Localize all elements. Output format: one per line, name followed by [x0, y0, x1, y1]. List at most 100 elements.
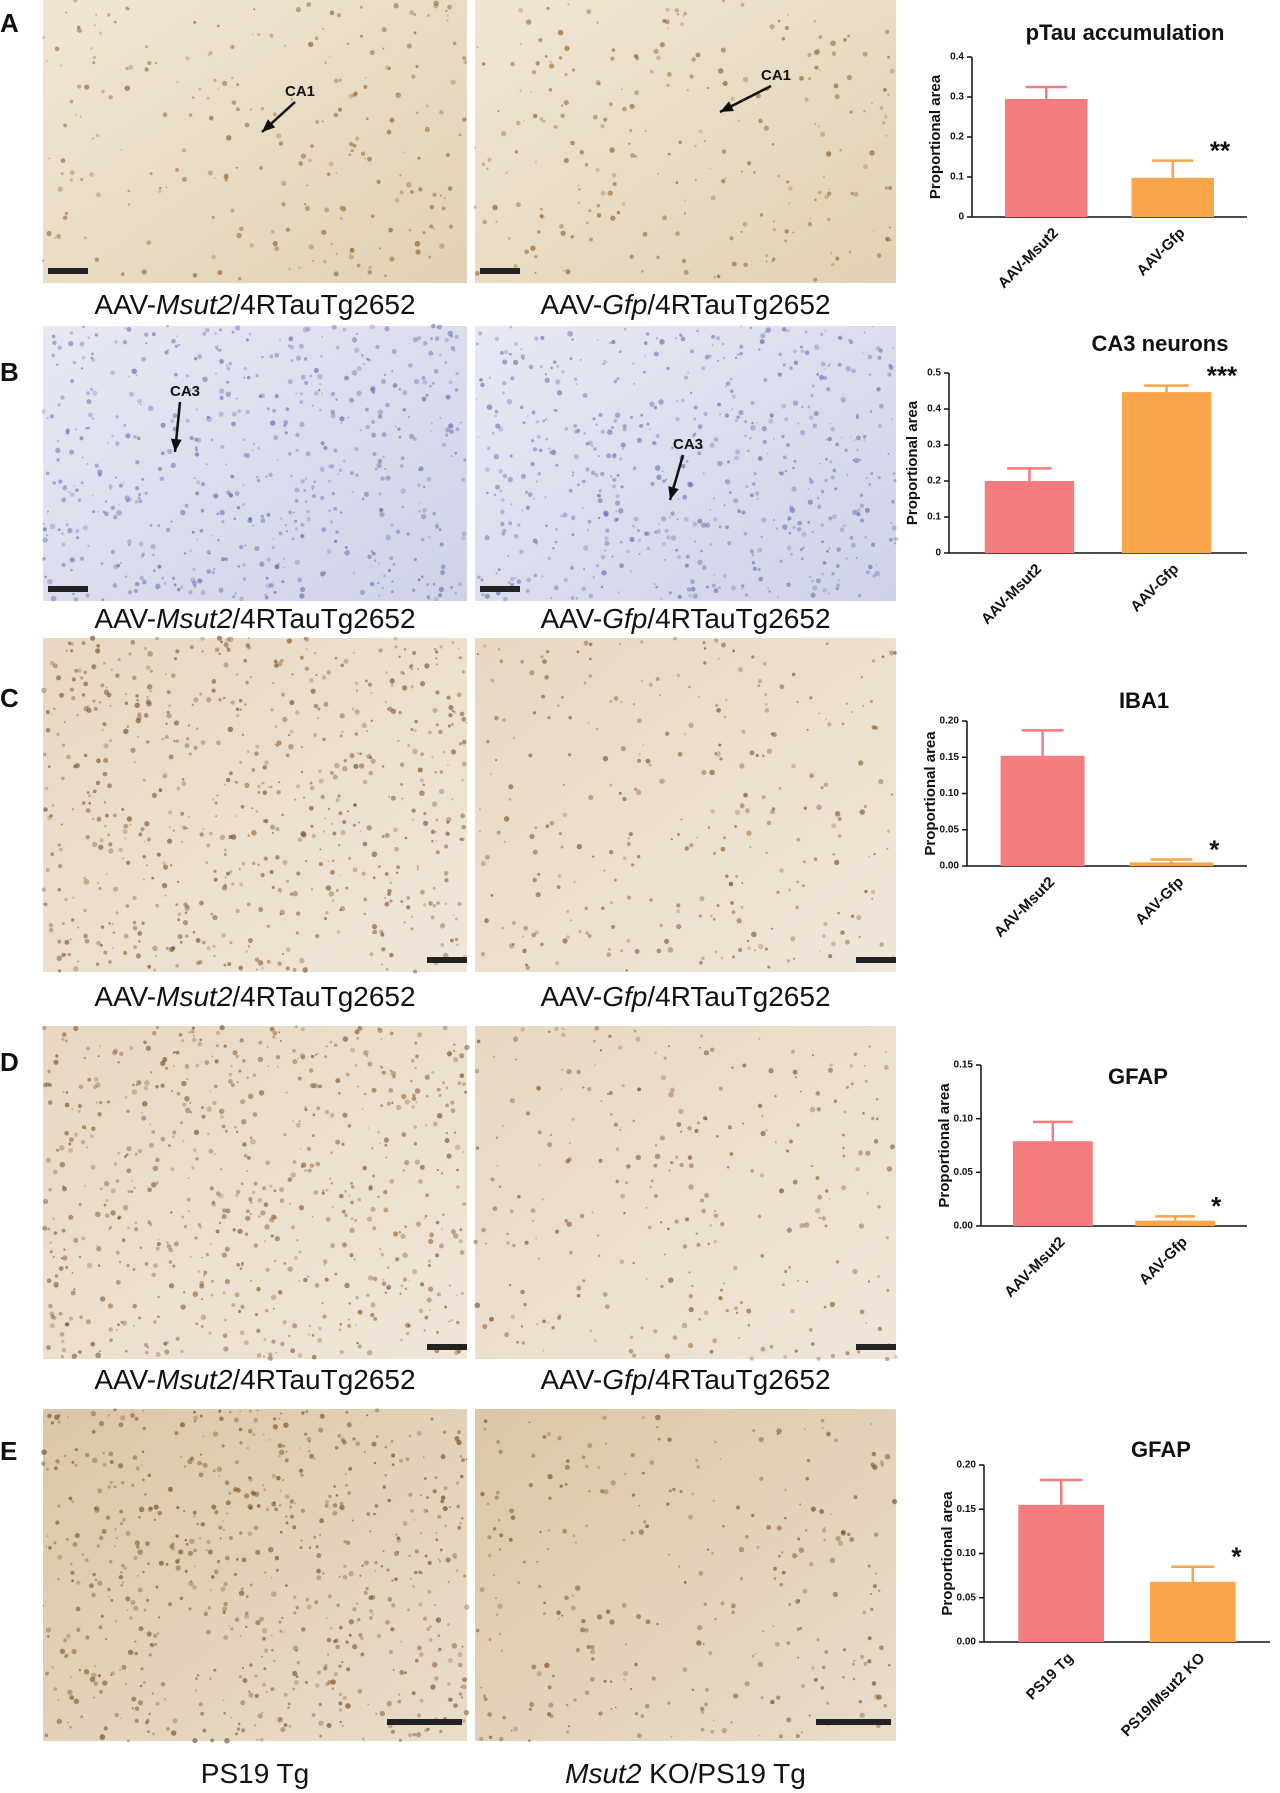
texture: [238, 868, 241, 871]
texture: [448, 1284, 451, 1287]
texture: [371, 432, 377, 438]
texture: [103, 1180, 110, 1187]
texture: [707, 826, 711, 829]
y-tick-label: 0.15: [954, 1060, 974, 1071]
texture: [137, 1587, 143, 1593]
texture: [215, 1191, 221, 1196]
texture: [57, 186, 64, 192]
texture: [388, 795, 391, 798]
texture: [663, 558, 666, 561]
texture: [668, 1277, 674, 1283]
texture: [730, 96, 735, 101]
texture: [858, 1150, 863, 1156]
texture: [435, 1538, 439, 1542]
texture: [546, 1712, 552, 1717]
texture: [668, 1169, 671, 1172]
texture: [361, 871, 366, 876]
texture: [328, 161, 334, 167]
texture: [424, 663, 430, 669]
texture: [48, 922, 54, 928]
texture: [253, 1243, 258, 1248]
texture: [884, 1050, 887, 1053]
texture: [288, 267, 292, 271]
texture: [230, 1082, 235, 1088]
texture: [98, 1689, 104, 1694]
texture: [178, 1549, 184, 1555]
texture: [667, 1227, 670, 1231]
texture: [634, 154, 638, 158]
texture: [811, 1054, 814, 1057]
texture: [118, 483, 123, 488]
texture: [339, 734, 343, 738]
texture: [799, 547, 804, 552]
texture: [412, 650, 417, 656]
texture: [401, 685, 408, 691]
texture: [325, 1188, 329, 1192]
texture: [443, 1486, 448, 1491]
texture: [837, 911, 840, 915]
texture: [293, 511, 295, 514]
texture: [93, 706, 98, 711]
texture: [218, 1108, 225, 1115]
texture: [499, 1633, 502, 1635]
texture: [51, 334, 56, 339]
texture: [188, 1031, 191, 1034]
texture: [224, 876, 227, 879]
texture: [483, 1427, 487, 1431]
texture: [487, 1535, 492, 1540]
texture: [313, 733, 317, 737]
texture: [629, 536, 635, 543]
texture: [257, 960, 264, 966]
texture: [720, 1601, 725, 1606]
texture: [132, 675, 137, 681]
texture: [765, 254, 769, 258]
texture: [154, 61, 158, 65]
texture: [89, 172, 94, 177]
y-tick-label: 0.20: [940, 716, 960, 727]
texture: [524, 1240, 529, 1245]
texture: [410, 727, 414, 731]
texture: [595, 80, 601, 86]
texture: [193, 745, 198, 750]
caption-part: /4RTauTg2652: [232, 981, 415, 1012]
texture: [480, 861, 486, 867]
texture: [237, 1228, 243, 1234]
texture: [80, 367, 84, 370]
texture: [456, 1320, 460, 1325]
texture: [667, 947, 674, 953]
texture: [369, 1616, 373, 1620]
texture: [828, 1197, 831, 1200]
texture: [507, 555, 510, 557]
texture: [684, 375, 689, 380]
texture: [156, 1632, 160, 1635]
texture: [810, 592, 816, 598]
texture: [878, 348, 883, 353]
texture: [451, 749, 457, 755]
texture: [198, 87, 202, 91]
texture: [446, 820, 450, 824]
texture: [510, 1314, 516, 1320]
texture: [183, 1510, 186, 1512]
texture: [96, 643, 100, 648]
texture: [692, 593, 698, 599]
texture: [793, 360, 799, 365]
texture: [651, 441, 655, 445]
texture: [862, 704, 865, 707]
texture: [290, 1172, 296, 1178]
texture: [288, 1724, 292, 1728]
texture: [424, 127, 430, 133]
texture: [126, 860, 131, 865]
texture: [417, 668, 419, 670]
texture: [411, 1105, 415, 1109]
texture: [52, 1169, 58, 1175]
texture: [514, 150, 518, 154]
texture: [415, 1101, 418, 1104]
texture: [304, 205, 311, 211]
texture: [108, 1327, 113, 1332]
texture: [648, 682, 653, 687]
texture: [423, 820, 429, 826]
texture: [517, 1194, 521, 1199]
texture: [192, 1737, 198, 1744]
texture: [827, 217, 831, 222]
texture: [398, 388, 402, 391]
